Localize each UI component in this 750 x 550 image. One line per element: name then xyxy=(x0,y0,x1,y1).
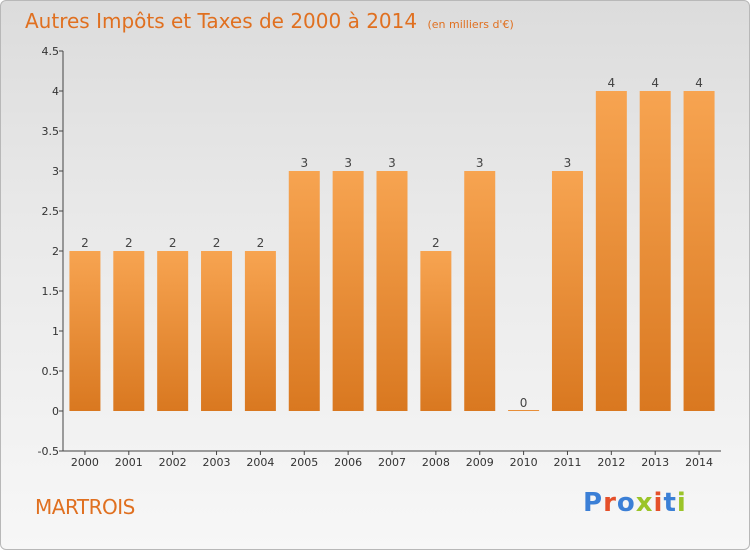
bar xyxy=(113,251,145,411)
data-label: 4 xyxy=(608,76,616,90)
y-tick-label: 4.5 xyxy=(42,45,60,58)
bar xyxy=(420,251,452,411)
bar xyxy=(551,171,583,411)
bar xyxy=(288,171,320,411)
chart-unit-label: (en milliers d'€) xyxy=(427,18,514,31)
x-tick-label: 2000 xyxy=(71,456,99,469)
data-label: 4 xyxy=(695,76,703,90)
data-label: 3 xyxy=(300,156,308,170)
data-label: 3 xyxy=(476,156,484,170)
y-tick-label: 2.5 xyxy=(42,205,60,218)
x-tick-label: 2002 xyxy=(159,456,187,469)
logo-letter: t xyxy=(663,488,677,518)
x-tick-label: 2010 xyxy=(510,456,538,469)
y-tick-label: 3 xyxy=(52,165,59,178)
y-tick-label: -0.5 xyxy=(38,445,59,458)
x-tick-label: 2014 xyxy=(685,456,713,469)
data-label: 4 xyxy=(651,76,659,90)
commune-name: MARTROIS xyxy=(35,495,135,519)
chart-labels: 2 2 2 2 2 3 3 3 2 3 0 3 4 4 4 xyxy=(81,76,703,410)
bar xyxy=(157,251,189,411)
x-tick-label: 2004 xyxy=(246,456,274,469)
bar xyxy=(683,91,715,411)
logo-letter: i xyxy=(653,488,664,518)
x-tick-label: 2008 xyxy=(422,456,450,469)
chart-title: Autres Impôts et Taxes de 2000 à 2014 (e… xyxy=(25,9,514,33)
data-label: 2 xyxy=(125,236,133,250)
x-tick-label: 2012 xyxy=(597,456,625,469)
chart-title-text: Autres Impôts et Taxes de 2000 à 2014 xyxy=(25,9,418,33)
data-label: 3 xyxy=(388,156,396,170)
x-tick-label: 2011 xyxy=(553,456,581,469)
y-tick-label: 0.5 xyxy=(42,365,60,378)
logo-letter: P xyxy=(583,488,604,518)
logo-letter: r xyxy=(603,488,617,518)
y-tick-label: 0 xyxy=(52,405,59,418)
bar xyxy=(508,410,540,411)
bar xyxy=(595,91,627,411)
data-label: 2 xyxy=(81,236,89,250)
y-tick-label: 1 xyxy=(52,325,59,338)
proxiti-logo[interactable]: Proxiti xyxy=(583,488,687,518)
data-label: 2 xyxy=(432,236,440,250)
y-tick-label: 4 xyxy=(52,85,59,98)
chart-bars xyxy=(69,91,715,411)
y-tick-label: 3.5 xyxy=(42,125,60,138)
bar xyxy=(69,251,101,411)
bar xyxy=(376,171,408,411)
data-label: 0 xyxy=(520,396,528,410)
bar xyxy=(244,251,276,411)
x-tick-label: 2013 xyxy=(641,456,669,469)
data-label: 2 xyxy=(257,236,265,250)
x-tick-label: 2005 xyxy=(290,456,318,469)
chart-axes: -0.5 0 0.5 1 1.5 2 2.5 3 3.5 4 4.5 2000 2001 2002 2003… xyxy=(38,45,721,469)
bar xyxy=(639,91,671,411)
x-tick-label: 2007 xyxy=(378,456,406,469)
x-tick-label: 2003 xyxy=(203,456,231,469)
logo-letter: i xyxy=(676,488,687,518)
bar xyxy=(201,251,233,411)
bar xyxy=(464,171,496,411)
logo-letter: o xyxy=(616,488,636,518)
data-label: 2 xyxy=(169,236,177,250)
logo-letter: x xyxy=(635,488,654,518)
y-tick-label: 2 xyxy=(52,245,59,258)
x-tick-label: 2006 xyxy=(334,456,362,469)
bar xyxy=(332,171,364,411)
data-label: 3 xyxy=(564,156,572,170)
x-tick-label: 2001 xyxy=(115,456,143,469)
data-label: 3 xyxy=(344,156,352,170)
x-tick-label: 2009 xyxy=(466,456,494,469)
y-tick-label: 1.5 xyxy=(42,285,60,298)
data-label: 2 xyxy=(213,236,221,250)
